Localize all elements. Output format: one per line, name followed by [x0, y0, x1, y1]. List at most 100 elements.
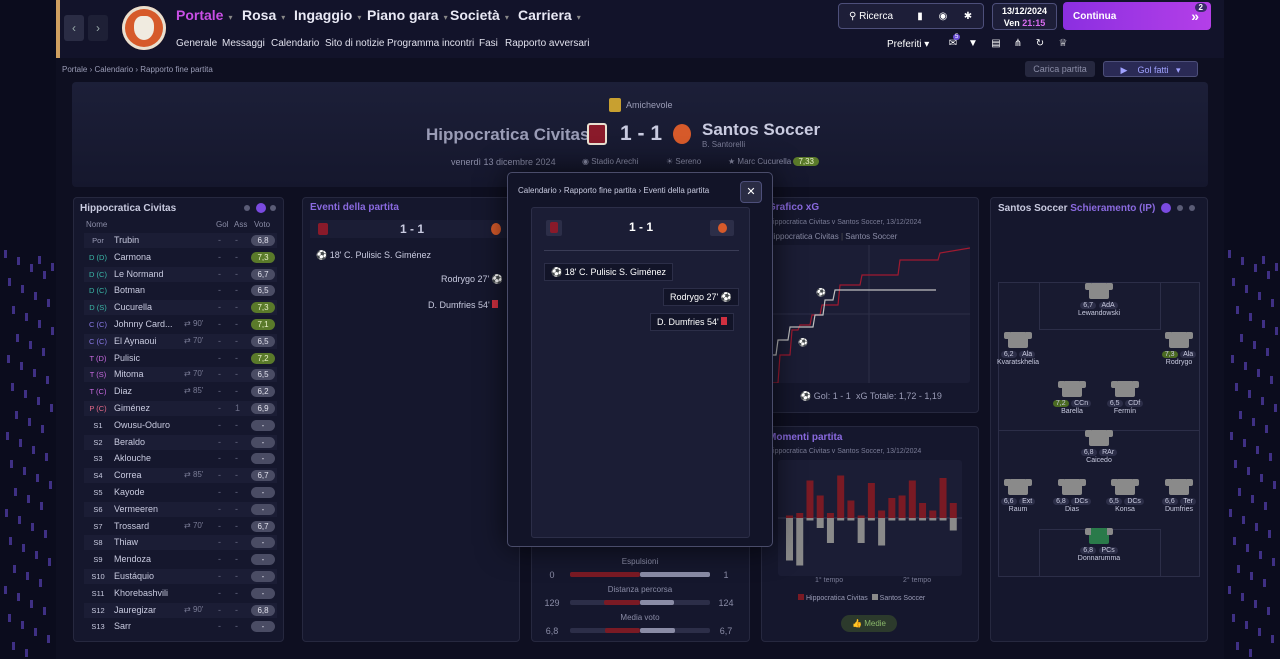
- clipboard-icon[interactable]: ▤: [991, 38, 1001, 49]
- player-name[interactable]: Mendoza: [114, 554, 152, 565]
- pitch-player[interactable]: 6,2 Ala Kvaratskhelia: [988, 332, 1048, 366]
- submenu-fasi[interactable]: Fasi: [479, 38, 498, 49]
- continue-button[interactable]: Continua » 2: [1063, 2, 1211, 30]
- pitch-player[interactable]: 6,6 Ext Raum: [988, 479, 1048, 513]
- breadcrumb-portale[interactable]: Portale: [62, 65, 88, 74]
- inbox-icon[interactable]: ✉ 5: [948, 34, 961, 49]
- player-name[interactable]: Pulisic: [114, 352, 141, 363]
- table-row[interactable]: S3 Aklouche - - -: [84, 451, 277, 466]
- ball-icon[interactable]: ◉: [938, 11, 948, 22]
- player-name[interactable]: Eustáquio: [114, 571, 155, 581]
- table-row[interactable]: S8 Thiaw - - -: [84, 535, 277, 551]
- submenu-programma-incontri[interactable]: Programma incontri: [387, 38, 475, 49]
- event-red-card[interactable]: D. Dumfries 54': [428, 300, 499, 310]
- view-dot[interactable]: [1177, 205, 1183, 211]
- submenu-sito-notizie[interactable]: Sito di notizie: [325, 38, 385, 49]
- table-row[interactable]: S9 Mendoza - - -: [84, 552, 277, 567]
- event-goal-away[interactable]: Rodrygo 27' ⚽: [441, 274, 503, 284]
- table-row[interactable]: T (S) Mitoma ⇄ 70' - - 6,5: [84, 367, 277, 383]
- player-name[interactable]: Diaz: [114, 386, 133, 397]
- view-dot-active[interactable]: [1161, 203, 1171, 213]
- player-name[interactable]: Le Normand: [114, 268, 164, 279]
- pitch-player[interactable]: 6,8 RAr Caicedo: [1069, 430, 1129, 464]
- player-name[interactable]: Correa: [114, 470, 142, 481]
- player-name[interactable]: Cucurella: [114, 302, 153, 313]
- player-name[interactable]: Aklouche: [114, 453, 152, 464]
- player-name[interactable]: Vermeeren: [114, 503, 159, 514]
- player-name[interactable]: Trubin: [114, 235, 140, 245]
- pitch-player[interactable]: 6,6 Ter Dumfries: [1149, 479, 1209, 513]
- menu-societa[interactable]: Società ▾: [450, 7, 509, 23]
- player-name[interactable]: El Aynaoui: [114, 335, 157, 346]
- submenu-generale[interactable]: Generale: [176, 38, 218, 49]
- table-row[interactable]: S12 Jauregizar ⇄ 90' - - 6,8: [84, 602, 277, 618]
- table-row[interactable]: S7 Trossard ⇄ 70' - - 6,7: [84, 519, 277, 534]
- shirt-icon[interactable]: ▼: [968, 38, 978, 49]
- pitch-player[interactable]: 6,8 DCs Dias: [1042, 479, 1102, 513]
- club-logo[interactable]: [122, 6, 166, 50]
- player-name[interactable]: Thiaw: [114, 537, 139, 548]
- modal-event-home-goal[interactable]: ⚽ 18' C. Pulisic S. Giménez: [544, 263, 673, 281]
- bookmark-icon[interactable]: ▮: [917, 11, 923, 22]
- modal-event-away-goal[interactable]: Rodrygo 27' ⚽: [663, 288, 739, 306]
- table-row[interactable]: D (S) Cucurella - - 7,3: [84, 300, 277, 316]
- player-name[interactable]: Carmona: [114, 251, 152, 262]
- menu-piano-gara[interactable]: Piano gara ▾: [367, 7, 448, 23]
- table-row[interactable]: P (C) Giménez - 1 6,9: [84, 401, 277, 416]
- view-dot[interactable]: [270, 205, 276, 211]
- pitch-player[interactable]: 7,2 CCn Barella: [1042, 381, 1102, 415]
- pitch-player[interactable]: 6,7 AdA Lewandowski: [1069, 283, 1129, 317]
- pitch-player[interactable]: 6,5 CDf Fermín: [1095, 381, 1155, 415]
- table-row[interactable]: D (C) Le Normand - - 6,7: [84, 266, 277, 282]
- menu-rosa[interactable]: Rosa ▾: [242, 7, 286, 23]
- table-row[interactable]: D (D) Carmona - - 7,3: [84, 250, 277, 265]
- back-button[interactable]: ‹: [64, 15, 84, 41]
- preferiti-dropdown[interactable]: Preferiti ▾: [887, 39, 930, 50]
- table-row[interactable]: S1 Owusu-Oduro - - -: [84, 418, 277, 433]
- view-dot[interactable]: [1189, 205, 1195, 211]
- view-dot-active[interactable]: [256, 203, 266, 213]
- table-row[interactable]: C (C) Johnny Card... ⇄ 90' - - 7,1: [84, 317, 277, 332]
- modal-crumb-rapporto[interactable]: Rapporto fine partita: [563, 186, 637, 195]
- away-team-name[interactable]: Santos Soccer: [702, 120, 821, 139]
- averages-button[interactable]: 👍 Medie: [841, 615, 897, 632]
- table-row[interactable]: S10 Eustáquio - - -: [84, 569, 277, 584]
- load-match-button[interactable]: Carica partita: [1025, 61, 1095, 77]
- player-name[interactable]: Trossard: [114, 520, 150, 531]
- search-button[interactable]: ⚲ Ricerca: [849, 11, 894, 22]
- player-name[interactable]: Beraldo: [114, 436, 146, 447]
- player-name[interactable]: Khorebashvili: [114, 587, 169, 598]
- breadcrumb-calendario[interactable]: Calendario: [94, 65, 134, 74]
- table-row[interactable]: S11 Khorebashvili - - -: [84, 586, 277, 601]
- home-team-name[interactable]: Hippocratica Civitas: [426, 125, 590, 144]
- goals-dropdown[interactable]: ▶ Gol fatti ▾: [1103, 61, 1198, 77]
- table-row[interactable]: T (C) Diaz ⇄ 85' - - 6,2: [84, 384, 277, 399]
- trophy-icon[interactable]: ♕: [1058, 38, 1068, 49]
- close-button[interactable]: ✕: [740, 181, 762, 203]
- table-row[interactable]: S2 Beraldo - - -: [84, 434, 277, 450]
- tactics-icon[interactable]: ⋔: [1013, 38, 1023, 49]
- player-name[interactable]: Jauregizar: [114, 604, 157, 615]
- menu-portale[interactable]: Portale ▾: [176, 7, 233, 23]
- table-row[interactable]: T (D) Pulisic - - 7,2: [84, 351, 277, 366]
- player-name[interactable]: Mitoma: [114, 369, 144, 380]
- pitch-player[interactable]: 6,8 PCs Donnarumma: [1069, 528, 1129, 562]
- pitch-player[interactable]: 7,3 Ala Rodrygo: [1149, 332, 1209, 366]
- player-name[interactable]: Giménez: [114, 403, 151, 413]
- gear-icon[interactable]: ✱: [963, 11, 973, 22]
- player-name[interactable]: Sarr: [114, 621, 132, 632]
- table-row[interactable]: Por Trubin - - 6,8: [84, 233, 277, 248]
- menu-ingaggio[interactable]: Ingaggio ▾: [294, 7, 362, 23]
- refresh-icon[interactable]: ↻: [1035, 38, 1045, 49]
- event-goal-home[interactable]: ⚽ 18' C. Pulisic S. Giménez: [316, 250, 431, 260]
- table-row[interactable]: S5 Kayode - - -: [84, 485, 277, 500]
- view-dot[interactable]: [244, 205, 250, 211]
- submenu-calendario[interactable]: Calendario: [271, 38, 320, 49]
- player-name[interactable]: Owusu-Oduro: [114, 419, 171, 430]
- forward-button[interactable]: ›: [88, 15, 108, 41]
- modal-event-red-card[interactable]: D. Dumfries 54': [650, 313, 735, 331]
- table-row[interactable]: S4 Correa ⇄ 85' - - 6,7: [84, 468, 277, 484]
- table-row[interactable]: C (C) El Aynaoui ⇄ 70' - - 6,5: [84, 333, 277, 349]
- modal-crumb-calendario[interactable]: Calendario: [518, 186, 557, 195]
- submenu-rapporto-avversari[interactable]: Rapporto avversari: [505, 38, 590, 49]
